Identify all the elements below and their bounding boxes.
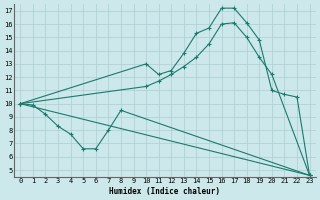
X-axis label: Humidex (Indice chaleur): Humidex (Indice chaleur): [109, 187, 220, 196]
